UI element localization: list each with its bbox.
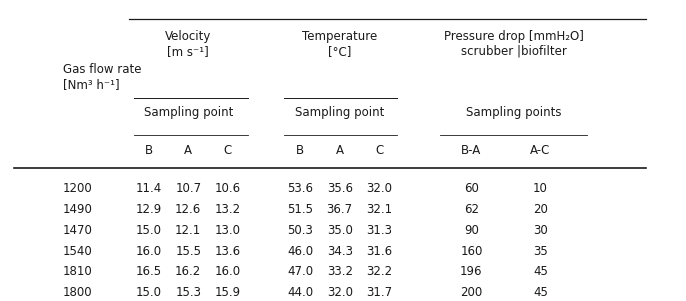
Text: 31.7: 31.7 <box>366 286 392 299</box>
Text: 12.6: 12.6 <box>175 203 202 216</box>
Text: 90: 90 <box>464 224 479 237</box>
Text: 10.7: 10.7 <box>175 182 201 195</box>
Text: B: B <box>145 144 153 157</box>
Text: 30: 30 <box>533 224 548 237</box>
Text: C: C <box>375 144 383 157</box>
Text: 12.1: 12.1 <box>175 224 202 237</box>
Text: 15.3: 15.3 <box>175 286 201 299</box>
Text: 1200: 1200 <box>63 182 93 195</box>
Text: 32.0: 32.0 <box>327 286 353 299</box>
Text: 1540: 1540 <box>63 244 93 258</box>
Text: 15.0: 15.0 <box>136 224 162 237</box>
Text: 15.5: 15.5 <box>175 244 201 258</box>
Text: 35.6: 35.6 <box>327 182 353 195</box>
Text: 33.2: 33.2 <box>327 265 353 278</box>
Text: B-A: B-A <box>461 144 482 157</box>
Text: Temperature
[°C]: Temperature [°C] <box>302 29 377 57</box>
Text: 13.2: 13.2 <box>215 203 241 216</box>
Text: 35.0: 35.0 <box>327 224 353 237</box>
Text: Pressure drop [mmH₂O]
scrubber |biofilter: Pressure drop [mmH₂O] scrubber |biofilte… <box>445 29 584 57</box>
Text: 1810: 1810 <box>63 265 93 278</box>
Text: 36.7: 36.7 <box>327 203 353 216</box>
Text: 160: 160 <box>460 244 483 258</box>
Text: 35: 35 <box>533 244 548 258</box>
Text: 15.0: 15.0 <box>136 286 162 299</box>
Text: 51.5: 51.5 <box>287 203 314 216</box>
Text: 45: 45 <box>533 286 548 299</box>
Text: A: A <box>335 144 344 157</box>
Text: 31.3: 31.3 <box>366 224 392 237</box>
Text: Sampling point: Sampling point <box>295 107 384 119</box>
Text: 16.2: 16.2 <box>175 265 202 278</box>
Text: 1490: 1490 <box>63 203 93 216</box>
Text: 32.1: 32.1 <box>366 203 392 216</box>
Text: B: B <box>296 144 305 157</box>
Text: 1470: 1470 <box>63 224 93 237</box>
Text: 10: 10 <box>533 182 548 195</box>
Text: 15.9: 15.9 <box>215 286 241 299</box>
Text: Gas flow rate
[Nm³ h⁻¹]: Gas flow rate [Nm³ h⁻¹] <box>63 63 141 91</box>
Text: 62: 62 <box>464 203 479 216</box>
Text: Sampling point: Sampling point <box>143 107 233 119</box>
Text: A: A <box>185 144 192 157</box>
Text: Velocity
[m s⁻¹]: Velocity [m s⁻¹] <box>165 29 211 57</box>
Text: 32.2: 32.2 <box>366 265 392 278</box>
Text: C: C <box>224 144 232 157</box>
Text: 196: 196 <box>460 265 483 278</box>
Text: 31.6: 31.6 <box>366 244 392 258</box>
Text: 47.0: 47.0 <box>287 265 314 278</box>
Text: 60: 60 <box>464 182 479 195</box>
Text: Sampling points: Sampling points <box>466 107 562 119</box>
Text: 16.5: 16.5 <box>136 265 162 278</box>
Text: 34.3: 34.3 <box>327 244 353 258</box>
Text: 46.0: 46.0 <box>287 244 314 258</box>
Text: 32.0: 32.0 <box>366 182 392 195</box>
Text: 16.0: 16.0 <box>215 265 241 278</box>
Text: 16.0: 16.0 <box>136 244 162 258</box>
Text: 12.9: 12.9 <box>136 203 162 216</box>
Text: 20: 20 <box>533 203 548 216</box>
Text: 45: 45 <box>533 265 548 278</box>
Text: 200: 200 <box>460 286 482 299</box>
Text: 44.0: 44.0 <box>287 286 314 299</box>
Text: A-C: A-C <box>530 144 551 157</box>
Text: 13.0: 13.0 <box>215 224 241 237</box>
Text: 53.6: 53.6 <box>287 182 314 195</box>
Text: 1800: 1800 <box>63 286 93 299</box>
Text: 11.4: 11.4 <box>136 182 162 195</box>
Text: 50.3: 50.3 <box>287 224 313 237</box>
Text: 10.6: 10.6 <box>215 182 241 195</box>
Text: 13.6: 13.6 <box>215 244 241 258</box>
